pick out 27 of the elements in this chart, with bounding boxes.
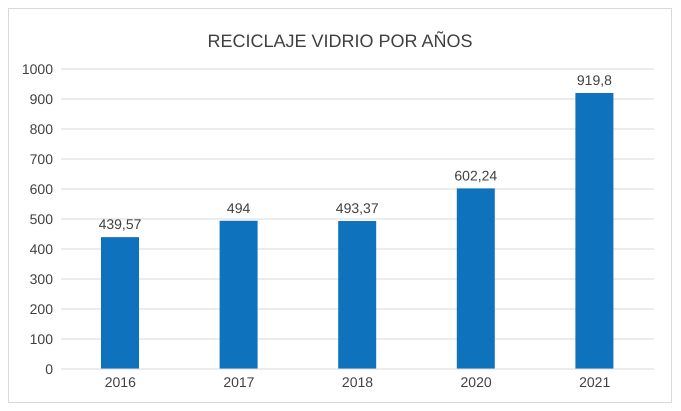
data-label: 602,24 [454, 167, 498, 184]
x-tick-label: 2016 [104, 374, 136, 390]
chart-title: RECICLAJE VIDRIO POR AÑOS [206, 31, 474, 52]
y-tick-label: 100 [30, 330, 54, 347]
bar [575, 93, 614, 369]
y-tick-label: 200 [30, 300, 54, 317]
data-label: 493,37 [336, 200, 379, 216]
data-label: 494 [226, 200, 250, 216]
data-label: 439,57 [98, 216, 142, 232]
y-tick-label: 300 [30, 270, 54, 287]
bar [338, 220, 376, 369]
bar [456, 188, 495, 369]
bar [220, 220, 258, 369]
bar [101, 237, 139, 369]
y-tick-label: 700 [30, 150, 54, 167]
x-tick-label: 2017 [223, 374, 255, 390]
y-tick-label: 500 [30, 210, 54, 227]
y-tick-label: 400 [30, 240, 54, 257]
y-tick-label: 1000 [22, 60, 54, 77]
x-tick-label: 2020 [460, 374, 492, 390]
y-tick-label: 900 [30, 90, 54, 107]
y-tick-label: 800 [30, 120, 54, 137]
y-tick-label: 0 [45, 360, 54, 377]
y-tick-label: 600 [30, 180, 54, 197]
x-tick-label: 2018 [342, 374, 374, 390]
x-tick-label: 2021 [579, 374, 610, 390]
data-label: 919,8 [576, 72, 612, 88]
